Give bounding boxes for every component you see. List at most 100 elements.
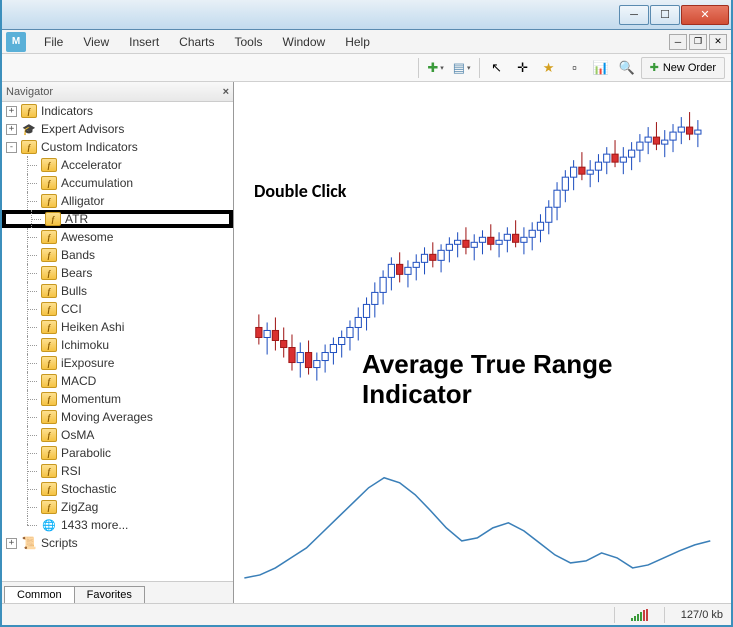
tree-label: CCI bbox=[61, 302, 82, 316]
menu-charts[interactable]: Charts bbox=[169, 33, 224, 51]
tree-label: Parabolic bbox=[61, 446, 111, 460]
tree-label: Bands bbox=[61, 248, 95, 262]
fx-icon: f bbox=[41, 374, 57, 388]
tree-item-macd[interactable]: f MACD bbox=[2, 372, 233, 390]
tree-more[interactable]: 🌐1433 more... bbox=[2, 516, 233, 534]
titlebar: ─ ☐ ✕ bbox=[2, 0, 731, 30]
fx-icon: f bbox=[41, 482, 57, 496]
fx-icon: f bbox=[41, 302, 57, 316]
tree-label: Custom Indicators bbox=[41, 140, 138, 154]
tree-item-parabolic[interactable]: fParabolic bbox=[2, 444, 233, 462]
tree-item-alligator[interactable]: f Alligator bbox=[2, 192, 233, 210]
tree-item-accelerator[interactable]: fAccelerator bbox=[2, 156, 233, 174]
tree-indicators[interactable]: +fIndicators bbox=[2, 102, 233, 120]
statusbar: 127/0 kb bbox=[2, 603, 731, 625]
chart-shift-button[interactable]: ▫ bbox=[563, 57, 587, 79]
new-order-button[interactable]: ✚New Order bbox=[641, 57, 725, 79]
navigator-tree[interactable]: +fIndicators+🎓Expert Advisors-fCustom In… bbox=[2, 102, 233, 581]
menu-tools[interactable]: Tools bbox=[225, 33, 273, 51]
tree-label: Heiken Ashi bbox=[61, 320, 124, 334]
window-close-button[interactable]: ✕ bbox=[681, 5, 729, 25]
fx-icon: f bbox=[41, 284, 57, 298]
menu-window[interactable]: Window bbox=[273, 33, 336, 51]
add-chart-button[interactable]: ✚ bbox=[424, 57, 448, 79]
periods-button[interactable]: 🔍 bbox=[615, 57, 639, 79]
crosshair-button[interactable]: ✛ bbox=[511, 57, 535, 79]
tree-item-accumulation[interactable]: fAccumulation bbox=[2, 174, 233, 192]
fx-icon: f bbox=[41, 392, 57, 406]
navigator-close-button[interactable]: × bbox=[223, 86, 229, 98]
window-minimize-button[interactable]: ─ bbox=[619, 5, 649, 25]
navigator-header: Navigator × bbox=[2, 82, 233, 102]
child-restore-button[interactable]: ❐ bbox=[689, 34, 707, 50]
tree-item-ichimoku[interactable]: fIchimoku bbox=[2, 336, 233, 354]
tree-label: Moving Averages bbox=[61, 410, 153, 424]
autoscroll-button[interactable]: ★ bbox=[537, 57, 561, 79]
navigator-title: Navigator bbox=[6, 86, 53, 98]
tree-item-heiken-ashi[interactable]: fHeiken Ashi bbox=[2, 318, 233, 336]
tree-label: MACD bbox=[61, 374, 96, 388]
child-close-button[interactable]: ✕ bbox=[709, 34, 727, 50]
tree-label: Indicators bbox=[41, 104, 93, 118]
tree-item-awesome[interactable]: fAwesome bbox=[2, 228, 233, 246]
connection-bars-icon bbox=[631, 609, 648, 621]
window-maximize-button[interactable]: ☐ bbox=[650, 5, 680, 25]
tree-item-zigzag[interactable]: fZigZag bbox=[2, 498, 233, 516]
star-icon: ★ bbox=[543, 60, 555, 76]
annotation-double-click: Double Click bbox=[254, 180, 346, 202]
scroll-icon: 📜 bbox=[21, 536, 37, 550]
tree-label: Alligator bbox=[61, 194, 104, 208]
toolbar: ✚ ▤ ↖ ✛ ★ ▫ 📊 🔍 ✚New Order bbox=[2, 54, 731, 82]
tree-label: ZigZag bbox=[61, 500, 98, 514]
fx-icon: f bbox=[41, 410, 57, 424]
tab-favorites[interactable]: Favorites bbox=[74, 586, 145, 603]
tree-item-atr[interactable]: f ATR bbox=[2, 210, 233, 228]
fx-icon: f bbox=[41, 266, 57, 280]
menu-help[interactable]: Help bbox=[335, 33, 380, 51]
fx-icon: f bbox=[41, 464, 57, 478]
cursor-button[interactable]: ↖ bbox=[485, 57, 509, 79]
tree-label: Momentum bbox=[61, 392, 121, 406]
navigator-panel: Navigator × +fIndicators+🎓Expert Advisor… bbox=[2, 82, 234, 603]
profiles-button[interactable]: ▤ bbox=[450, 57, 474, 79]
plus-icon: ✚ bbox=[427, 60, 438, 76]
profiles-icon: ▤ bbox=[453, 60, 465, 76]
tree-item-bands[interactable]: fBands bbox=[2, 246, 233, 264]
tree-item-momentum[interactable]: f Momentum bbox=[2, 390, 233, 408]
magnify-icon: 🔍 bbox=[619, 60, 635, 76]
tree-item-cci[interactable]: f CCI bbox=[2, 300, 233, 318]
expand-icon[interactable]: + bbox=[6, 106, 17, 117]
tab-common[interactable]: Common bbox=[4, 586, 75, 603]
tree-custom-indicators[interactable]: -fCustom Indicators bbox=[2, 138, 233, 156]
menu-file[interactable]: File bbox=[34, 33, 73, 51]
tree-scripts[interactable]: +📜Scripts bbox=[2, 534, 233, 552]
tree-label: Accelerator bbox=[61, 158, 122, 172]
tree-label: iExposure bbox=[61, 356, 114, 370]
tree-expert-advisors[interactable]: +🎓Expert Advisors bbox=[2, 120, 233, 138]
tree-item-bears[interactable]: f Bears bbox=[2, 264, 233, 282]
expand-icon[interactable]: + bbox=[6, 124, 17, 135]
indicators-button[interactable]: 📊 bbox=[589, 57, 613, 79]
arrow-icon: ↖ bbox=[491, 60, 502, 76]
tree-label: Bears bbox=[61, 266, 92, 280]
chart-area[interactable]: Double Click Average True Range Indicato… bbox=[234, 82, 731, 603]
child-minimize-button[interactable]: ─ bbox=[669, 34, 687, 50]
fx-icon: f bbox=[45, 212, 61, 226]
expand-icon[interactable]: + bbox=[6, 538, 17, 549]
menu-insert[interactable]: Insert bbox=[119, 33, 169, 51]
tree-label: 1433 more... bbox=[61, 518, 128, 532]
menu-view[interactable]: View bbox=[73, 33, 119, 51]
app-icon: M bbox=[6, 32, 26, 52]
tree-label: Ichimoku bbox=[61, 338, 109, 352]
tree-label: ATR bbox=[65, 212, 88, 226]
tree-label: Bulls bbox=[61, 284, 87, 298]
tree-item-moving-averages[interactable]: f Moving Averages bbox=[2, 408, 233, 426]
expand-icon[interactable]: - bbox=[6, 142, 17, 153]
fx-icon: f bbox=[41, 230, 57, 244]
tree-item-rsi[interactable]: fRSI bbox=[2, 462, 233, 480]
tree-item-iexposure[interactable]: fiExposure bbox=[2, 354, 233, 372]
tree-item-osma[interactable]: fOsMA bbox=[2, 426, 233, 444]
tree-item-stochastic[interactable]: fStochastic bbox=[2, 480, 233, 498]
tree-item-bulls[interactable]: f Bulls bbox=[2, 282, 233, 300]
fx-icon: f bbox=[41, 194, 57, 208]
